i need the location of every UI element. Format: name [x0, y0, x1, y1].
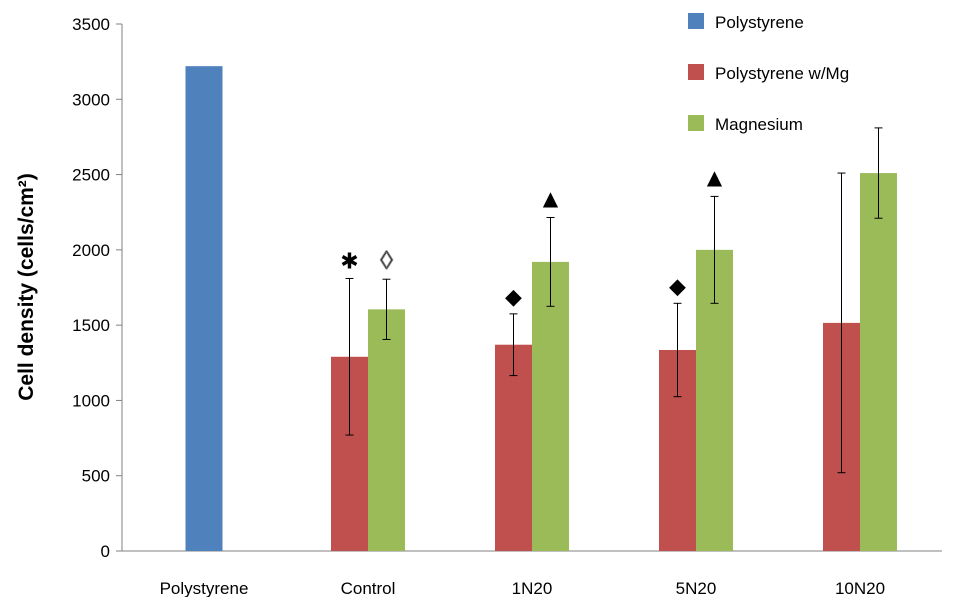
significance-marker: ▲: [538, 183, 564, 213]
y-tick-label: 2000: [72, 241, 110, 260]
bars: [185, 66, 897, 551]
y-tick-label: 3500: [72, 15, 110, 34]
legend-label: Polystyrene w/Mg: [715, 64, 849, 83]
bar: [185, 66, 223, 551]
bar: [368, 309, 405, 551]
significance-marker: ◊: [380, 245, 393, 275]
error-bars: [345, 127, 883, 474]
significance-marker: ◆: [505, 284, 522, 309]
bar: [532, 261, 569, 551]
significance-marker: ✱: [340, 248, 358, 273]
bar: [860, 173, 897, 551]
y-axis: 0 500 1000 1500 2000 2500 3000 3500: [72, 15, 123, 561]
legend-label: Polystyrene: [715, 13, 804, 32]
legend-swatch: [688, 64, 704, 80]
y-tick-label: 2500: [72, 166, 110, 185]
y-tick-label: 0: [101, 542, 110, 561]
legend: Polystyrene Polystyrene w/Mg Magnesium: [688, 13, 849, 134]
y-tick-label: 1500: [72, 316, 110, 335]
x-category-label: Control: [341, 579, 396, 597]
legend-label: Magnesium: [715, 115, 803, 134]
legend-swatch: [688, 115, 704, 131]
y-tick-label: 3000: [72, 90, 110, 109]
significance-markers: ✱ ◊ ◆ ▲ ◆ ▲: [340, 162, 727, 308]
significance-marker: ▲: [702, 162, 728, 192]
x-category-label: 1N20: [512, 579, 553, 597]
x-category-label: 5N20: [676, 579, 717, 597]
y-axis-title: Cell density (cells/cm²): [15, 173, 38, 401]
legend-swatch: [688, 13, 704, 29]
y-tick-label: 500: [82, 467, 110, 486]
y-tick-label: 1000: [72, 391, 110, 410]
bar: [495, 344, 532, 551]
x-axis: Polystyrene Control 1N20 5N20 10N20: [122, 550, 942, 598]
significance-marker: ◆: [669, 273, 686, 298]
x-category-label: Polystyrene: [160, 579, 249, 597]
x-category-label: 10N20: [835, 579, 885, 597]
